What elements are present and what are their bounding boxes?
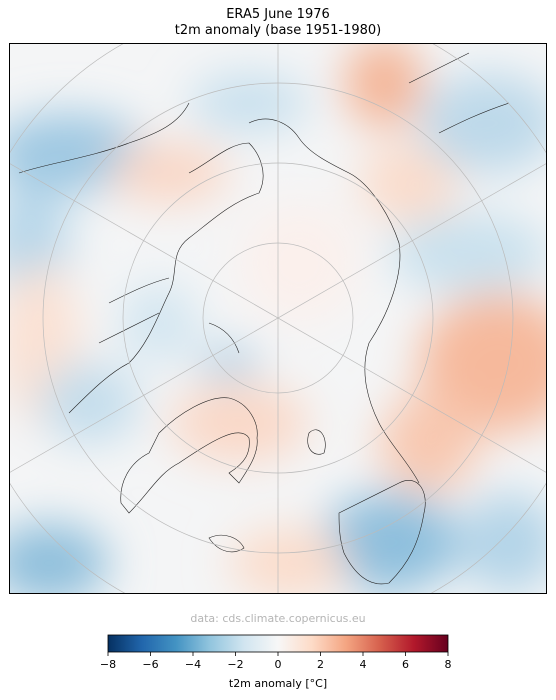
map-frame bbox=[9, 43, 547, 594]
anomaly-map bbox=[9, 43, 547, 594]
coastlines bbox=[18, 52, 510, 585]
map-title: ERA5 June 1976 bbox=[226, 7, 330, 22]
map-subtitle: t2m anomaly (base 1951-1980) bbox=[174, 23, 382, 38]
colorbar: −8 −6 −4 −2 0 2 4 6 8 bbox=[100, 633, 456, 693]
colorbar-tick-label: 6 bbox=[402, 658, 409, 671]
anomaly-field bbox=[9, 43, 547, 594]
colorbar-tick-label: −6 bbox=[142, 658, 158, 671]
colorbar-svg: −8 −6 −4 −2 0 2 4 6 8 bbox=[100, 634, 452, 671]
colorbar-tick-label: 8 bbox=[445, 658, 452, 671]
data-credit: data: cds.climate.copernicus.eu bbox=[190, 612, 366, 625]
map-svg bbox=[9, 43, 547, 594]
colorbar-tick-label: 0 bbox=[275, 658, 282, 671]
colorbar-tick-label: 2 bbox=[317, 658, 324, 671]
colorbar-tick-label: −2 bbox=[227, 658, 243, 671]
colorbar-label: t2m anomaly [°C] bbox=[228, 677, 328, 690]
gridlines bbox=[9, 43, 547, 594]
colorbar-gradient bbox=[107, 634, 449, 653]
colorbar-tick-label: −4 bbox=[185, 658, 201, 671]
colorbar-tick-label: −8 bbox=[100, 658, 116, 671]
colorbar-tick-label: 4 bbox=[360, 658, 367, 671]
